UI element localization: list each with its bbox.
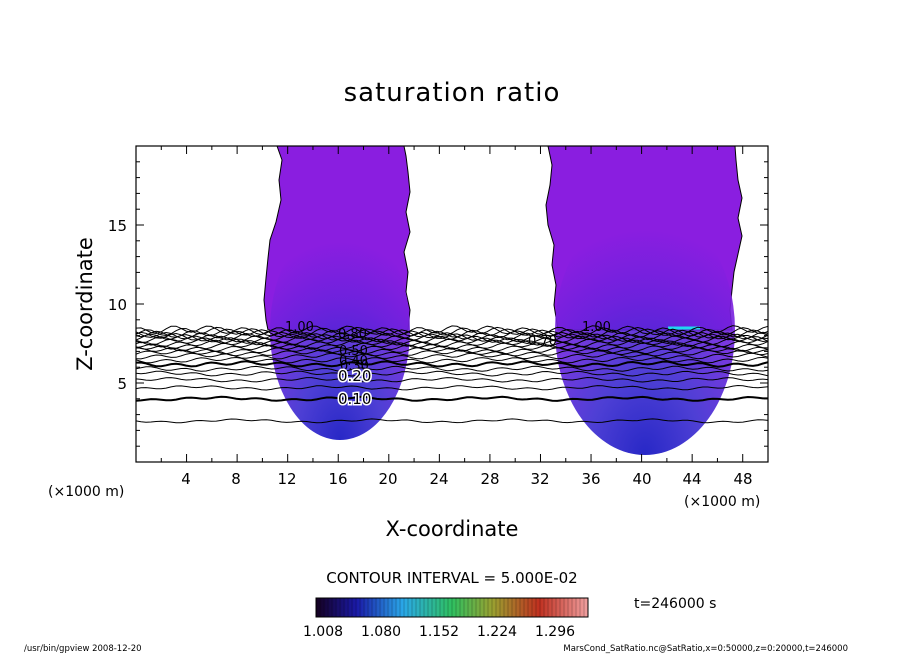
chart-title: saturation ratio: [344, 78, 561, 108]
x-tick-label: 28: [480, 470, 499, 488]
colorbar-tick-label: 1.152: [419, 624, 459, 640]
contour-line: [136, 333, 768, 343]
x-tick-label: 8: [231, 470, 241, 488]
colorbar-tick-label: 1.080: [361, 624, 401, 640]
contour-line: [136, 326, 768, 337]
colorbar-tick-label: 1.296: [535, 624, 575, 640]
x-tick-label: 12: [277, 470, 296, 488]
footer-left: /usr/bin/gpview 2008-12-20: [24, 644, 142, 654]
colorbar-tick-labels: 1.008 1.080 1.152 1.224 1.296: [303, 624, 575, 640]
contour-line: [136, 395, 768, 402]
colorbar-stripes: [319, 598, 585, 617]
x-axis-title: X-coordinate: [386, 517, 519, 541]
contour-labels: 1.00 0.80 0.70 0.50 0.40 0.30 0.20 0.10 …: [285, 320, 611, 410]
contour-line: [136, 365, 768, 372]
x-tick-label: 20: [378, 470, 397, 488]
contour-line: [136, 352, 768, 360]
y-tick-label: 10: [108, 296, 127, 314]
contour-line: [136, 376, 768, 383]
x-tick-label: 32: [530, 470, 549, 488]
contour-line: [136, 384, 768, 391]
x-tick-label: 36: [581, 470, 600, 488]
colorbar-tick-label: 1.224: [477, 624, 517, 640]
x-tick-labels: 4 8 12 16 20 24 28 32 36 40 44 48: [181, 470, 752, 488]
x-tick-label: 40: [632, 470, 651, 488]
contour-line: [136, 370, 768, 377]
x-tick-label: 16: [328, 470, 347, 488]
x-tick-label: 48: [733, 470, 752, 488]
contour-label: 1.00: [285, 320, 314, 335]
contour-label: 0.80: [338, 327, 367, 342]
plot-area: [136, 146, 768, 455]
contour-label: 0.40: [339, 354, 368, 369]
contour-line: [136, 344, 768, 352]
colorbar: [315, 597, 589, 618]
contour-line: [136, 342, 768, 350]
contour-interval: CONTOUR INTERVAL = 5.000E-02: [326, 569, 577, 587]
contour-label: 0.50: [339, 344, 368, 359]
contour-lines: [136, 325, 768, 424]
contour-label: 0.70: [528, 334, 557, 349]
contour-label: 1.00: [582, 320, 611, 335]
contour-line: [136, 325, 768, 336]
y-tick-label: 15: [108, 217, 127, 235]
x-unit-label: (×1000 m): [684, 494, 760, 510]
contour-line: [136, 346, 768, 355]
x-tick-label: 4: [181, 470, 191, 488]
y-tick-label: 5: [117, 375, 127, 393]
x-tick-label: 44: [682, 470, 701, 488]
y-axis-title: Z-coordinate: [73, 237, 97, 371]
contour-line: [136, 418, 768, 424]
contour-line: [136, 360, 768, 368]
cloud-core-left: [270, 220, 410, 440]
contour-label: 0.30: [340, 359, 369, 374]
footer-right: MarsCond_SatRatio.nc@SatRatio,x=0:50000,…: [563, 644, 848, 654]
contour-label: 0.10: [338, 390, 371, 408]
contour-label: 0.20: [338, 367, 371, 385]
colorbar-tick-label: 1.008: [303, 624, 343, 640]
time-label: t=246000 s: [634, 596, 716, 612]
y-unit-label: (×1000 m): [48, 484, 124, 500]
contour-line: [136, 328, 768, 338]
contour-line: [136, 349, 768, 357]
y-tick-labels: 5 10 15: [108, 217, 127, 393]
contour-line: [136, 330, 768, 340]
axis-ticks: [136, 146, 768, 462]
x-tick-label: 24: [429, 470, 448, 488]
